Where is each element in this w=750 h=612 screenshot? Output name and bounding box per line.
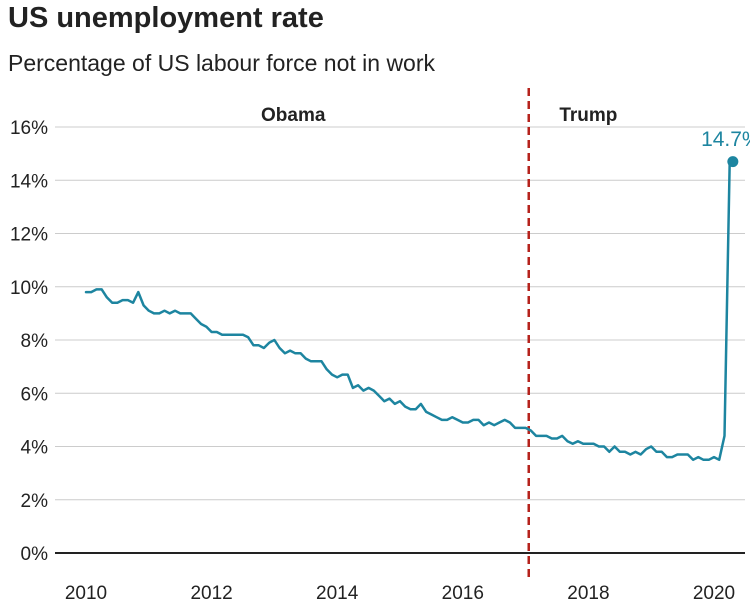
annotation-label: 14.7% — [701, 128, 750, 151]
chart-subtitle: Percentage of US labour force not in wor… — [8, 50, 436, 76]
x-tick-label: 2016 — [442, 583, 484, 604]
y-tick-label: 6% — [21, 384, 49, 405]
y-tick-label: 8% — [21, 331, 49, 352]
series-line — [84, 160, 731, 462]
x-tick-label: 2018 — [567, 583, 609, 604]
annotation-point — [727, 156, 739, 168]
gridlines — [55, 126, 745, 501]
y-tick-label: 16% — [10, 118, 48, 139]
x-tick-label: 2014 — [316, 583, 359, 604]
period-label-obama: Obama — [261, 105, 326, 126]
y-tick-label: 0% — [21, 544, 49, 565]
y-tick-label: 2% — [21, 491, 49, 512]
y-tick-label: 14% — [10, 171, 48, 192]
axes: 0% 2% 4% 6% 8% 10% 12% 14% 16% 2010 2012 2014 2016 20… — [10, 118, 745, 604]
y-tick-label: 12% — [10, 225, 48, 246]
period-labels: Obama Trump — [261, 105, 617, 126]
period-label-trump: Trump — [559, 105, 617, 126]
annotations: 14.7% — [701, 128, 750, 168]
x-tick-label: 2010 — [65, 583, 107, 604]
chart-title: US unemployment rate — [8, 2, 324, 34]
x-tick-label: 2012 — [190, 583, 232, 604]
series — [84, 160, 731, 462]
x-tick-label: 2020 — [693, 583, 735, 604]
y-tick-label: 4% — [21, 438, 49, 459]
y-tick-label: 10% — [10, 278, 48, 299]
